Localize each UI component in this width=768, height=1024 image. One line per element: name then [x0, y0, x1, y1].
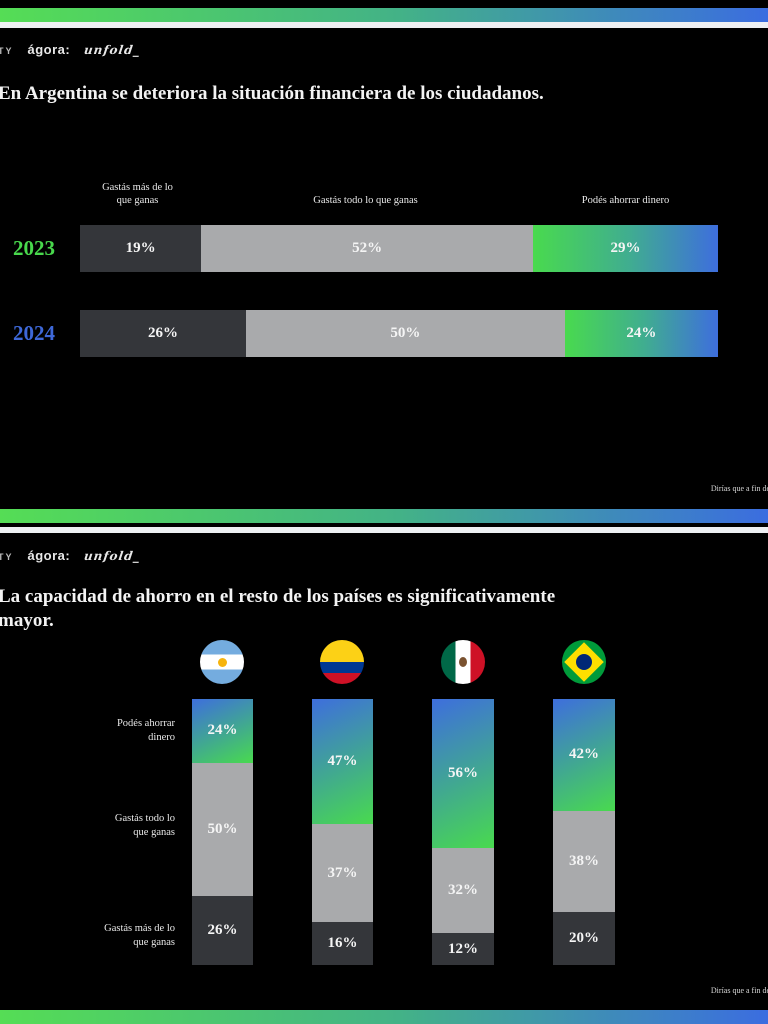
segment-spend-all: 50%	[192, 762, 253, 896]
slide1-title: En Argentina se deteriora la situación f…	[0, 83, 544, 104]
segment-value: 37%	[327, 864, 358, 881]
slide2-title: La capacidad de ahorro en el resto de lo…	[0, 586, 556, 631]
segment-value: 20%	[569, 929, 599, 946]
brand-fragment: TY	[0, 46, 14, 56]
slide1-top-gradient-bar	[0, 8, 768, 22]
segment-value: 26%	[147, 325, 178, 341]
segment-value: 24%	[207, 722, 238, 739]
segment-spend-all: 37%	[312, 824, 373, 923]
argentina-flag-icon	[200, 640, 244, 684]
slide1-footnote: Dirías que a fin de	[710, 484, 768, 493]
slide-country-comparison: TY ágora: unfold_ La capacidad de ahorro…	[0, 533, 768, 1010]
stacked-bar-2024: 26% 50% 24%	[80, 310, 718, 357]
stacked-column-brazil: 42% 38% 20%	[553, 699, 615, 965]
segment-save-2023: 29%	[532, 225, 718, 272]
mexico-flag-icon	[441, 640, 485, 684]
segment-spend-all-2023: 52%	[201, 225, 533, 272]
segment-value: 52%	[352, 240, 383, 256]
segment-spend-more: 12%	[432, 933, 494, 965]
brand-fragment: TY	[0, 552, 14, 562]
row-label-spend-all: Gastás todo lo que ganas	[114, 813, 175, 838]
column-header-spend-all: Gastás todo lo que ganas	[313, 195, 418, 206]
row-label-spend-more: Gastás más de lo que ganas	[104, 923, 175, 948]
globe-shape	[576, 654, 592, 670]
colombia-flag-icon	[320, 640, 364, 684]
segment-spend-more: 20%	[553, 911, 615, 965]
segment-value: 26%	[207, 921, 238, 938]
sun-icon	[218, 658, 227, 667]
segment-value: 42%	[569, 746, 599, 763]
bar-row-2023: 2023 19% 52% 29%	[0, 225, 768, 272]
segment-value: 19%	[125, 240, 156, 256]
segment-save-2024: 24%	[564, 310, 718, 357]
segment-save: 56%	[432, 699, 494, 848]
segment-save: 47%	[312, 699, 373, 825]
segment-value: 47%	[327, 753, 358, 769]
brazil-flag-icon	[562, 640, 606, 684]
stacked-column-colombia: 47% 37% 16%	[312, 699, 373, 965]
segment-value: 38%	[569, 852, 599, 869]
segment-spend-more-2024: 26%	[80, 310, 246, 357]
stacked-column-mexico: 56% 32% 12%	[432, 699, 494, 965]
column-header-save: Podés ahorrar dinero	[581, 195, 670, 206]
segment-spend-more: 16%	[312, 922, 373, 965]
stacked-bar-2023: 19% 52% 29%	[80, 225, 718, 272]
segment-spend-all-2024: 50%	[245, 310, 565, 357]
slide-argentina-trend: TY ágora: unfold_ En Argentina se deteri…	[0, 28, 768, 509]
segment-value: 29%	[610, 240, 641, 256]
row-label-save: Podés ahorrar dinero	[116, 718, 175, 743]
segment-spend-more: 26%	[192, 895, 253, 965]
brand-bar: TY ágora: unfold_	[0, 548, 142, 563]
eagle-icon	[459, 657, 467, 667]
segment-value: 24%	[626, 325, 657, 341]
slide2-top-gradient-bar	[0, 509, 768, 523]
agora-logo: ágora:	[27, 42, 71, 57]
year-label-2023: 2023	[13, 236, 55, 260]
brand-bar: TY ágora: unfold_	[0, 42, 142, 57]
unfold-logo: unfold_	[83, 549, 142, 563]
segment-spend-all: 32%	[432, 847, 494, 934]
segment-save: 42%	[553, 699, 615, 811]
segment-spend-more-2023: 19%	[80, 225, 202, 272]
slide1-top-border	[0, 22, 768, 28]
segment-value: 32%	[448, 882, 478, 898]
segment-value: 50%	[207, 820, 238, 837]
slide2-top-border	[0, 527, 768, 533]
year-label-2024: 2024	[13, 321, 55, 345]
segment-save: 24%	[192, 699, 253, 763]
segment-value: 12%	[448, 940, 478, 957]
unfold-logo: unfold_	[83, 43, 142, 57]
agora-logo: ágora:	[27, 548, 71, 563]
bar-row-2024: 2024 26% 50% 24%	[0, 310, 768, 357]
slide3-top-gradient-bar	[0, 1010, 768, 1024]
segment-value: 56%	[448, 764, 478, 781]
slide2-footnote: Dirías que a fin de	[710, 986, 768, 995]
column-header-spend-more: Gastás más de lo que ganas	[102, 182, 173, 207]
segment-spend-all: 38%	[553, 810, 615, 912]
segment-value: 16%	[327, 935, 358, 952]
stacked-column-argentina: 24% 50% 26%	[192, 699, 253, 965]
segment-value: 50%	[390, 325, 421, 341]
